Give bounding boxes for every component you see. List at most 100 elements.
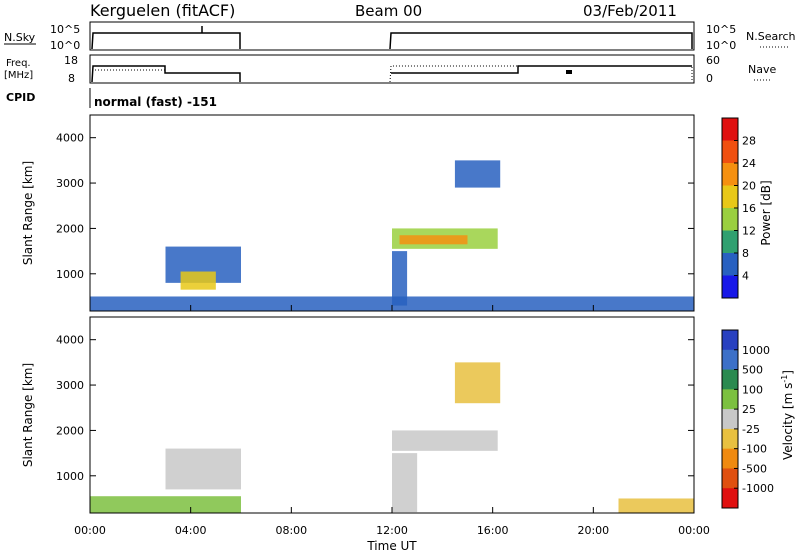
cpid-label: CPID — [6, 91, 35, 104]
nsearch-label: N.Search — [746, 30, 796, 43]
velocity-colorbar-label-close: ] — [781, 370, 795, 375]
station-title: Kerguelen (fitACF) — [90, 1, 235, 20]
xtick-label: 08:00 — [275, 524, 307, 537]
velocity-colorbar-swatch — [722, 409, 738, 430]
xtick-label: 20:00 — [577, 524, 609, 537]
xtick-label: 00:00 — [74, 524, 106, 537]
velocity-colorbar-label-main: Velocity — [781, 413, 795, 460]
power-heatmap — [90, 160, 694, 311]
velocity-colorbar-swatch — [722, 488, 738, 509]
power-yaxis: 1000 2000 3000 4000 — [56, 132, 694, 281]
xtick-label: 00:00 — [678, 524, 710, 537]
power-colorbar-swatch — [722, 208, 738, 231]
power-colorbar-swatch — [722, 163, 738, 186]
nsky-label: N.Sky — [4, 31, 36, 44]
velocity-colorbar-label: Velocity [m s-1] — [780, 370, 795, 460]
power-colorbar-tick-label: 8 — [742, 247, 749, 260]
freq-trace-1 — [91, 65, 241, 83]
velocity-colorbar-tick-label: 500 — [742, 364, 763, 377]
power-region — [90, 296, 694, 311]
velocity-region — [454, 362, 501, 404]
velocity-colorbar-label-exp: -1 — [780, 375, 789, 383]
velocity-colorbar-swatch — [722, 468, 738, 489]
power-region — [180, 271, 216, 290]
freq-trace-2 — [391, 65, 692, 74]
nave-label: Nave — [748, 63, 776, 76]
freq-label: Freq. — [6, 58, 31, 69]
velocity-colorbar-swatch — [722, 349, 738, 371]
power-ytick-label: 4000 — [56, 132, 84, 145]
velocity-colorbar-swatch — [722, 448, 738, 469]
freq-tick-top: 18 — [64, 54, 78, 67]
velocity-region — [165, 448, 241, 490]
freq-unit: [MHz] — [4, 70, 33, 81]
velocity-ylabel: Slant Range [km] — [21, 363, 35, 467]
velocity-colorbar-tick-label: -500 — [742, 462, 767, 475]
velocity-region — [392, 453, 418, 513]
power-region — [454, 160, 501, 188]
xtick-label: 16:00 — [477, 524, 509, 537]
time-axis: 00:00 04:00 08:00 12:00 16:00 20:00 00:00 — [74, 305, 710, 537]
power-colorbar-swatch — [722, 118, 738, 141]
velocity-colorbar: 1000 500 100 25 -25 -100 -500 -1000 — [721, 329, 774, 509]
power-ytick-label: 3000 — [56, 177, 84, 190]
xaxis-label: Time UT — [366, 539, 417, 553]
nave-tick-bottom: 0 — [706, 72, 713, 85]
power-colorbar: 28 24 20 16 12 8 4 — [721, 117, 756, 299]
nave-trace — [389, 65, 693, 83]
power-colorbar-swatch — [722, 140, 738, 164]
freq-panel-frame — [89, 54, 695, 84]
power-ytick-label: 2000 — [56, 222, 84, 235]
nsky-trace-2 — [389, 32, 693, 50]
nave-blip — [566, 70, 572, 74]
velocity-region — [392, 430, 498, 451]
velocity-colorbar-label-unit: [m s — [781, 383, 795, 409]
vel-ytick-label: 1000 — [56, 470, 84, 483]
power-colorbar-tick-label: 4 — [742, 270, 749, 283]
xtick-label: 04:00 — [175, 524, 207, 537]
vel-ytick-label: 2000 — [56, 424, 84, 437]
nsearch-tick-bottom: 10^0 — [706, 39, 736, 52]
xtick-label: 12:00 — [376, 524, 408, 537]
velocity-colorbar-swatch — [722, 389, 738, 410]
velocity-region — [618, 498, 694, 513]
nsky-tick-bottom: 10^0 — [50, 39, 80, 52]
vel-ytick-label: 4000 — [56, 334, 84, 347]
power-colorbar-tick-label: 20 — [742, 180, 756, 193]
velocity-region — [90, 496, 241, 513]
power-ylabel: Slant Range [km] — [21, 161, 35, 265]
power-ytick-label: 1000 — [56, 268, 84, 281]
velocity-colorbar-tick-label: -1000 — [742, 482, 774, 495]
power-colorbar-swatch — [722, 230, 738, 254]
power-colorbar-tick-label: 16 — [742, 202, 756, 215]
nsky-tick-top: 10^5 — [50, 23, 80, 36]
power-colorbar-swatch — [722, 275, 738, 299]
power-colorbar-tick-label: 24 — [742, 157, 756, 170]
velocity-colorbar-tick-label: -25 — [742, 423, 760, 436]
nsky-trace-1 — [91, 32, 241, 50]
velocity-yaxis: 1000 2000 3000 4000 — [56, 334, 694, 483]
vel-ytick-label: 3000 — [56, 379, 84, 392]
power-region — [392, 251, 408, 306]
power-colorbar-tick-label: 12 — [742, 225, 756, 238]
power-colorbar-swatch — [722, 185, 738, 209]
power-colorbar-swatch — [722, 253, 738, 276]
date-title: 03/Feb/2011 — [583, 2, 677, 20]
nave-tick-top: 60 — [706, 54, 720, 67]
power-region — [399, 235, 468, 245]
power-colorbar-label: Power [dB] — [759, 180, 773, 245]
power-colorbar-tick-label: 28 — [742, 135, 756, 148]
velocity-colorbar-swatch — [722, 369, 738, 390]
cpid-value: normal (fast) -151 — [94, 95, 217, 109]
nsearch-tick-top: 10^5 — [706, 23, 736, 36]
nsky-panel-frame — [89, 21, 695, 51]
velocity-colorbar-frame — [721, 329, 739, 509]
velocity-colorbar-tick-label: 25 — [742, 403, 756, 416]
beam-title: Beam 00 — [355, 2, 422, 20]
freq-tick-bottom: 8 — [68, 72, 75, 85]
velocity-colorbar-tick-label: 1000 — [742, 344, 770, 357]
velocity-colorbar-swatch — [722, 428, 738, 450]
velocity-colorbar-swatch — [722, 330, 738, 351]
velocity-heatmap — [90, 362, 694, 513]
